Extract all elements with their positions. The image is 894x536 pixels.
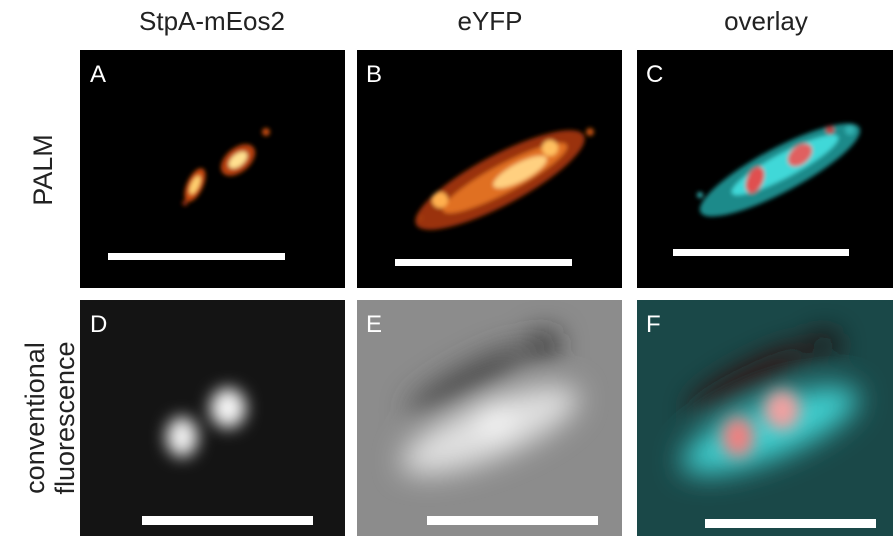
column-header: overlay bbox=[724, 6, 808, 36]
panel-label: C bbox=[646, 61, 663, 88]
panel: F bbox=[637, 300, 893, 536]
row-label: fluorescence bbox=[50, 341, 80, 494]
column-header: StpA-mEos2 bbox=[139, 6, 285, 36]
panel-label: A bbox=[90, 61, 106, 88]
row-label: PALM bbox=[28, 134, 58, 206]
panel: C bbox=[637, 50, 893, 288]
row-label: conventional bbox=[20, 342, 50, 494]
figure: StpA-mEos2 eYFP overlay PALM conventiona… bbox=[0, 0, 894, 536]
panel: B bbox=[357, 50, 622, 288]
panel: D bbox=[80, 300, 345, 536]
panel: A bbox=[80, 50, 345, 288]
panel-label: D bbox=[90, 311, 107, 338]
panel-label: B bbox=[366, 61, 382, 88]
panel: E bbox=[357, 300, 622, 536]
panel-label: E bbox=[366, 311, 382, 338]
column-header: eYFP bbox=[457, 6, 522, 36]
panel-label: F bbox=[646, 311, 661, 338]
